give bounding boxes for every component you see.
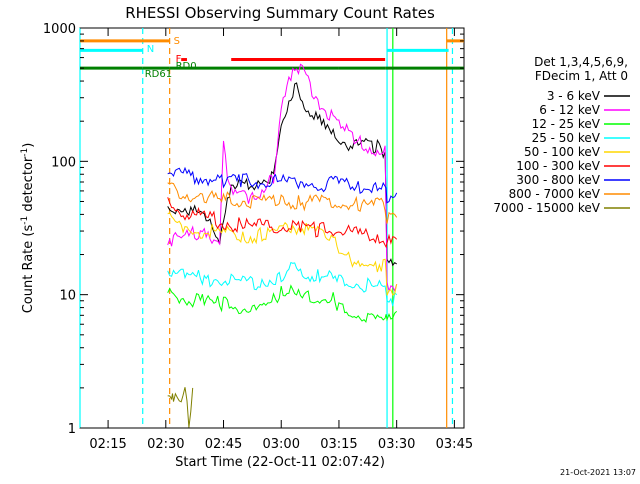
y-tick-label: 1000 — [43, 22, 76, 37]
chart-title: RHESSI Observing Summary Count Rates — [125, 4, 435, 22]
legend-label-25-50-kev: 25 - 50 keV — [532, 131, 601, 145]
legend-label-100-300-kev: 100 - 300 keV — [516, 159, 600, 173]
x-tick-label: 03:00 — [263, 437, 300, 452]
annotation-s: S — [174, 36, 180, 47]
x-tick-label: 03:45 — [436, 437, 473, 452]
y-tick-label: 1 — [68, 422, 76, 437]
series-line-6-12-kev — [167, 63, 398, 293]
legend-label-3-6-kev: 3 - 6 keV — [547, 89, 601, 103]
y-axis: 1 10 100 1000 — [43, 22, 464, 437]
x-tick-label: 02:45 — [205, 437, 242, 452]
legend-header-line: Det 1,3,4,5,6,9, — [534, 55, 628, 69]
series-line-50-100-kev — [167, 212, 398, 296]
series-line-25-50-kev — [167, 261, 398, 307]
x-tick-label: 02:15 — [89, 437, 126, 452]
state-bars — [80, 39, 464, 70]
series-line-100-300-kev — [167, 197, 398, 249]
series-line-300-800-kev — [167, 166, 398, 204]
x-tick-label: 03:15 — [320, 437, 357, 452]
legend-label-6-12-kev: 6 - 12 keV — [539, 103, 601, 117]
annotation-n: N — [147, 44, 154, 55]
legend-header-line: FDecim 1, Att 0 — [535, 69, 628, 83]
legend-label-300-800-kev: 300 - 800 keV — [516, 173, 600, 187]
annotation-rd61: RD61 — [145, 69, 172, 80]
legend-label-12-25-kev: 12 - 25 keV — [532, 117, 601, 131]
series-line-3-6-kev — [167, 82, 397, 267]
annotation-rd0: RD0 — [176, 61, 197, 72]
timestamp: 21-Oct-2021 13:07 — [560, 468, 636, 477]
legend: Det 1,3,4,5,6,9,FDecim 1, Att 0 3 - 6 keV… — [493, 55, 630, 215]
y-tick-label: 10 — [59, 289, 76, 304]
series-line-7000-15000-kev — [167, 387, 194, 428]
x-axis: 02:15 02:30 02:45 03:00 03:15 03:30 03:45 — [89, 28, 473, 452]
legend-label-800-7000-kev: 800 - 7000 keV — [509, 187, 601, 201]
legend-label-50-100-kev: 50 - 100 keV — [524, 145, 601, 159]
x-axis-label: Start Time (22-Oct-11 02:07:42) — [175, 455, 385, 470]
x-tick-label: 03:30 — [378, 437, 415, 452]
annotation-f: F — [176, 54, 182, 65]
y-tick-label: 100 — [51, 155, 76, 170]
x-tick-label: 02:30 — [147, 437, 184, 452]
vertical-markers — [79, 28, 454, 428]
y-axis-label: Count Rate (s-1 detector-1) — [20, 143, 36, 314]
legend-label-7000-15000-kev: 7000 - 15000 keV — [493, 201, 600, 215]
series-line-800-7000-kev — [167, 182, 398, 224]
series-group — [167, 63, 398, 428]
series-line-12-25-kev — [167, 284, 398, 323]
